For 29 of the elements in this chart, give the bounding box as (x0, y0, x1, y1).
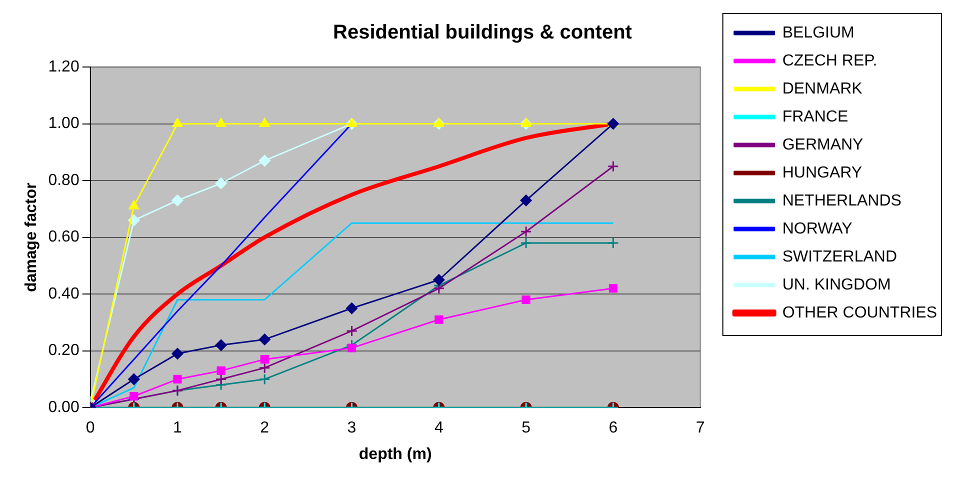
legend-label: FRANCE (782, 108, 848, 126)
legend-label: NETHERLANDS (782, 192, 902, 210)
legend-label: CZECH REP. (782, 52, 878, 70)
x-tick-label: 3 (347, 420, 356, 437)
y-axis-title: damage factor (23, 182, 40, 292)
x-tick-label: 7 (696, 420, 705, 437)
legend-label: NORWAY (782, 220, 853, 238)
x-tick-label: 2 (260, 420, 270, 437)
y-tick-label: 0.60 (48, 228, 80, 246)
legend-label: SWITZERLAND (782, 248, 897, 266)
y-tick-label: 1.20 (48, 58, 80, 76)
legend-label: UN. KINGDOM (782, 276, 891, 294)
y-tick-label: 0.40 (48, 285, 80, 302)
y-tick-label: 1.00 (48, 115, 80, 132)
x-tick-label: 1 (173, 420, 182, 437)
x-tick-label: 6 (608, 420, 618, 437)
x-axis-title: depth (m) (358, 446, 432, 463)
y-tick-label: 0.00 (48, 399, 80, 416)
legend-label: HUNGARY (782, 164, 862, 182)
y-tick-label: 0.20 (48, 342, 80, 360)
chart-title: Residential buildings & content (333, 22, 632, 44)
legend-label: OTHER COUNTRIES (782, 304, 937, 322)
x-tick-label: 5 (522, 420, 531, 437)
legend-label: GERMANY (782, 136, 864, 154)
x-tick-label: 4 (434, 420, 444, 437)
x-tick-label: 0 (86, 420, 95, 437)
legend-label: BELGIUM (782, 24, 854, 42)
legend-label: DENMARK (782, 80, 863, 98)
y-tick-label: 0.80 (48, 172, 80, 189)
